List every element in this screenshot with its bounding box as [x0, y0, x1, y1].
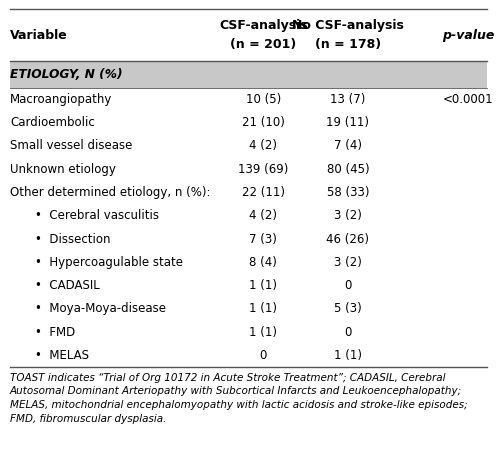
Text: 10 (5): 10 (5) [246, 93, 281, 106]
Text: 4 (2): 4 (2) [249, 139, 277, 153]
Text: 80 (45): 80 (45) [327, 163, 369, 175]
Text: •  Moya-Moya-disease: • Moya-Moya-disease [35, 302, 166, 316]
Text: 8 (4): 8 (4) [249, 256, 277, 269]
Text: Variable: Variable [10, 29, 68, 42]
Text: 4 (2): 4 (2) [249, 209, 277, 222]
Text: 1 (1): 1 (1) [249, 302, 277, 316]
Text: 1 (1): 1 (1) [249, 279, 277, 292]
Text: •  Dissection: • Dissection [35, 233, 110, 245]
Text: 22 (11): 22 (11) [242, 186, 285, 199]
Text: p-value: p-value [442, 29, 495, 42]
Text: Unknown etiology: Unknown etiology [10, 163, 116, 175]
Text: TOAST indicates “Trial of Org 10172 in Acute Stroke Treatment”; CADASIL, Cerebra: TOAST indicates “Trial of Org 10172 in A… [10, 373, 468, 424]
Text: 0: 0 [344, 279, 351, 292]
Text: 0: 0 [260, 349, 267, 362]
Text: Other determined etiology, n (%):: Other determined etiology, n (%): [10, 186, 210, 199]
Text: 139 (69): 139 (69) [238, 163, 289, 175]
Text: 1 (1): 1 (1) [249, 326, 277, 339]
Text: 7 (4): 7 (4) [334, 139, 362, 153]
Text: 3 (2): 3 (2) [334, 256, 362, 269]
Bar [10, 61, 487, 87]
Text: 58 (33): 58 (33) [327, 186, 369, 199]
Text: •  Cerebral vasculitis: • Cerebral vasculitis [35, 209, 159, 222]
Text: •  FMD: • FMD [35, 326, 75, 339]
Text: Small vessel disease: Small vessel disease [10, 139, 132, 153]
Text: 46 (26): 46 (26) [327, 233, 369, 245]
Text: •  CADASIL: • CADASIL [35, 279, 99, 292]
Text: ETIOLOGY, N (%): ETIOLOGY, N (%) [10, 68, 123, 81]
Text: 1 (1): 1 (1) [334, 349, 362, 362]
Text: •  Hypercoagulable state: • Hypercoagulable state [35, 256, 183, 269]
Text: CSF-analysis: CSF-analysis [219, 19, 308, 33]
Text: Cardioembolic: Cardioembolic [10, 116, 95, 129]
Text: 19 (11): 19 (11) [327, 116, 369, 129]
Text: 0: 0 [344, 326, 351, 339]
Text: •  MELAS: • MELAS [35, 349, 89, 362]
Text: No CSF-analysis: No CSF-analysis [292, 19, 404, 33]
Text: <0.0001: <0.0001 [442, 93, 493, 106]
Text: (n = 178): (n = 178) [315, 38, 381, 51]
Text: 13 (7): 13 (7) [330, 93, 366, 106]
Text: 7 (3): 7 (3) [249, 233, 277, 245]
Text: 3 (2): 3 (2) [334, 209, 362, 222]
Text: (n = 201): (n = 201) [230, 38, 297, 51]
Text: Macroangiopathy: Macroangiopathy [10, 93, 112, 106]
Text: 21 (10): 21 (10) [242, 116, 285, 129]
Text: 5 (3): 5 (3) [334, 302, 362, 316]
